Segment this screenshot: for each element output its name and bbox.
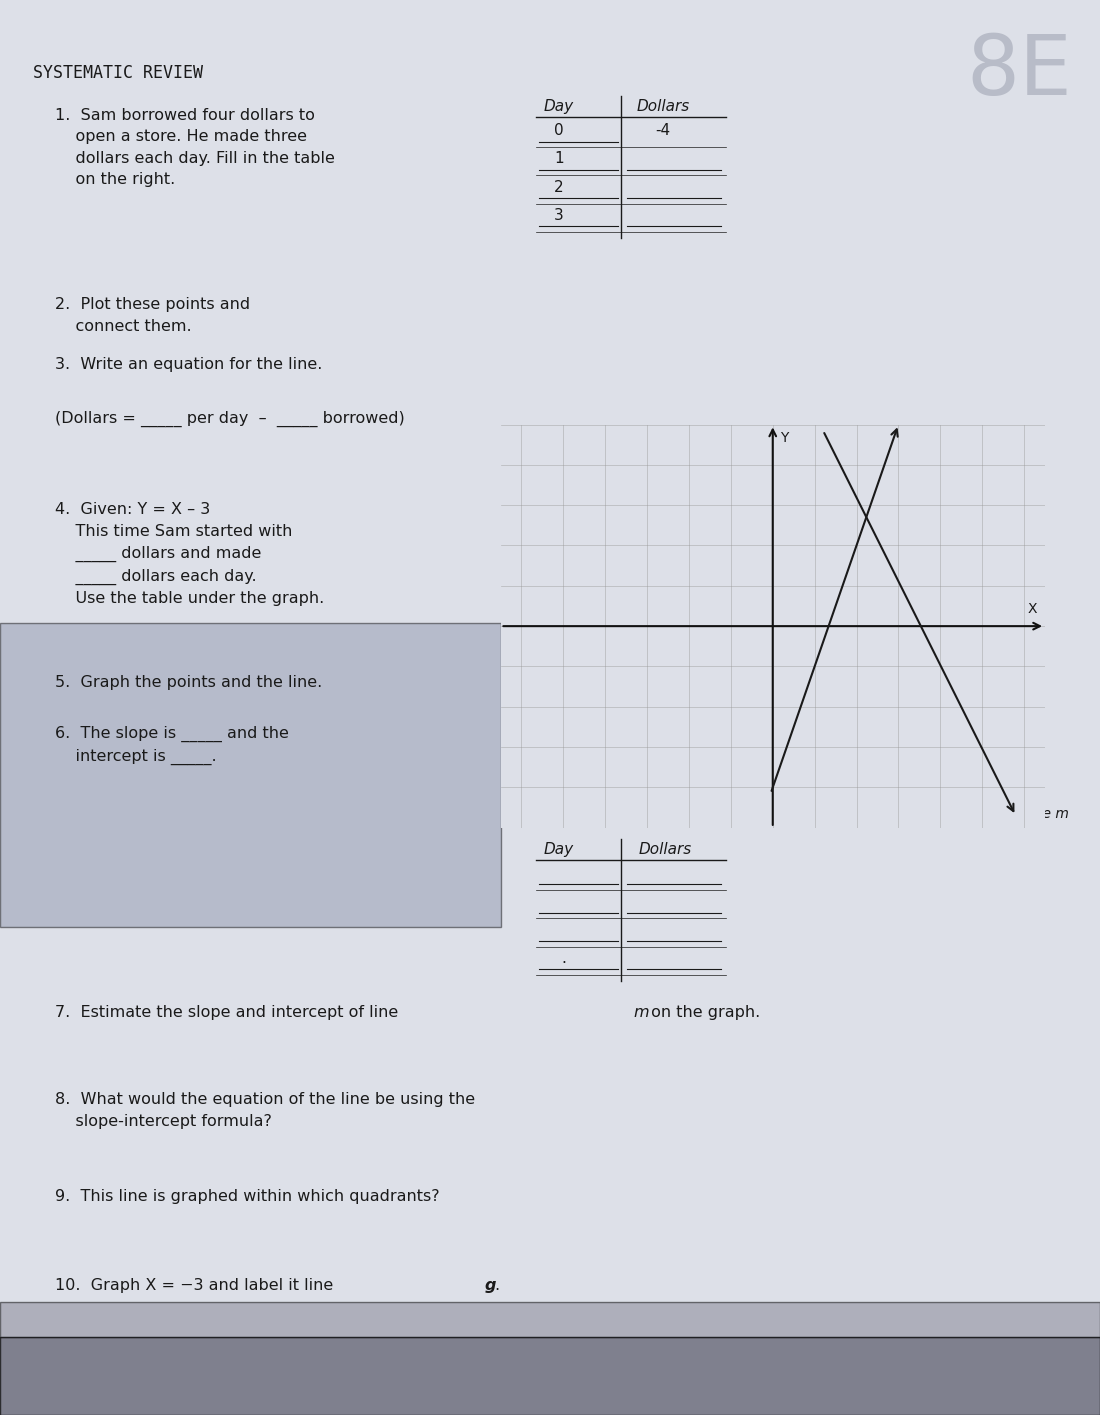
Text: 0: 0: [554, 123, 563, 139]
Text: 8.  What would the equation of the line be using the
    slope-intercept formula: 8. What would the equation of the line b…: [55, 1092, 475, 1129]
Text: m: m: [634, 1005, 649, 1020]
Text: g: g: [485, 1278, 496, 1293]
Text: 3.  Write an equation for the line.: 3. Write an equation for the line.: [55, 357, 322, 372]
Text: 8E: 8E: [967, 31, 1072, 112]
Text: Dollars: Dollars: [637, 99, 690, 115]
FancyBboxPatch shape: [0, 623, 500, 927]
Text: Day: Day: [543, 842, 574, 857]
Text: 3: 3: [554, 208, 563, 224]
Text: (Dollars = _____ per day  –  _____ borrowed): (Dollars = _____ per day – _____ borrowe…: [55, 410, 405, 426]
FancyBboxPatch shape: [0, 1302, 1100, 1337]
Text: 9.  This line is graphed within which quadrants?: 9. This line is graphed within which qua…: [55, 1189, 440, 1204]
Text: -4: -4: [656, 123, 671, 139]
Text: .: .: [494, 1278, 499, 1293]
Text: 10.  Graph X = −3 and label it line: 10. Graph X = −3 and label it line: [55, 1278, 339, 1293]
Text: Y: Y: [780, 430, 789, 444]
Text: on the graph.: on the graph.: [646, 1005, 760, 1020]
Text: .: .: [562, 951, 566, 966]
Text: Day: Day: [543, 99, 574, 115]
Text: line m: line m: [1026, 807, 1069, 821]
Text: 1.  Sam borrowed four dollars to
    open a store. He made three
    dollars eac: 1. Sam borrowed four dollars to open a s…: [55, 108, 334, 187]
Text: 7.  Estimate the slope and intercept of line: 7. Estimate the slope and intercept of l…: [55, 1005, 404, 1020]
Text: 4.  Given: Y = X – 3
    This time Sam started with
    _____ dollars and made
 : 4. Given: Y = X – 3 This time Sam starte…: [55, 502, 324, 606]
Text: X: X: [1027, 601, 1036, 616]
Text: 2.  Plot these points and
    connect them.: 2. Plot these points and connect them.: [55, 297, 250, 334]
Text: 1: 1: [554, 151, 563, 167]
Text: Dollars: Dollars: [639, 842, 692, 857]
Text: 6.  The slope is _____ and the
    intercept is _____.: 6. The slope is _____ and the intercept …: [55, 726, 289, 766]
FancyBboxPatch shape: [0, 1337, 1100, 1415]
Text: 5.  Graph the points and the line.: 5. Graph the points and the line.: [55, 675, 322, 691]
Text: 2: 2: [554, 180, 563, 195]
Text: SYSTEMATIC REVIEW: SYSTEMATIC REVIEW: [33, 64, 204, 82]
